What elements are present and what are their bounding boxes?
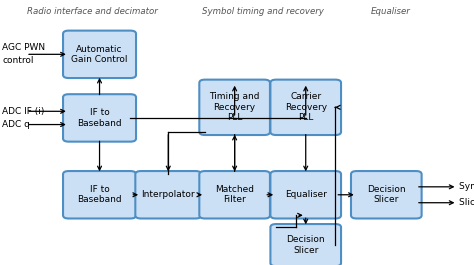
FancyBboxPatch shape	[199, 80, 270, 135]
Text: Automatic
Gain Control: Automatic Gain Control	[71, 45, 128, 64]
FancyBboxPatch shape	[199, 171, 270, 218]
Text: AGC PWN: AGC PWN	[2, 43, 46, 52]
Text: ADC IF (i): ADC IF (i)	[2, 107, 45, 116]
Text: Decision
Slicer: Decision Slicer	[286, 235, 325, 255]
Text: control: control	[2, 56, 34, 65]
Text: ADC q: ADC q	[2, 120, 30, 129]
Text: Timing and
Recovery
PLL: Timing and Recovery PLL	[210, 92, 260, 122]
FancyBboxPatch shape	[63, 94, 136, 142]
FancyBboxPatch shape	[63, 30, 136, 78]
Text: Interpolator: Interpolator	[141, 190, 195, 199]
FancyBboxPatch shape	[351, 171, 422, 218]
Text: Radio interface and decimator: Radio interface and decimator	[27, 7, 158, 16]
Text: Matched
Filter: Matched Filter	[215, 185, 254, 205]
Text: IF to
Baseband: IF to Baseband	[77, 108, 122, 128]
FancyBboxPatch shape	[270, 171, 341, 218]
FancyBboxPatch shape	[270, 80, 341, 135]
FancyBboxPatch shape	[270, 224, 341, 265]
Text: Equaliser: Equaliser	[371, 7, 411, 16]
Text: Carrier
Recovery
PLL: Carrier Recovery PLL	[285, 92, 327, 122]
FancyBboxPatch shape	[136, 171, 201, 218]
Text: IF to
Baseband: IF to Baseband	[77, 185, 122, 205]
Text: Sliced data: Sliced data	[459, 198, 474, 207]
FancyBboxPatch shape	[63, 171, 136, 218]
Text: Symbol data: Symbol data	[459, 182, 474, 191]
Text: Decision
Slicer: Decision Slicer	[367, 185, 406, 205]
Text: Equaliser: Equaliser	[285, 190, 327, 199]
Text: Symbol timing and recovery: Symbol timing and recovery	[202, 7, 324, 16]
